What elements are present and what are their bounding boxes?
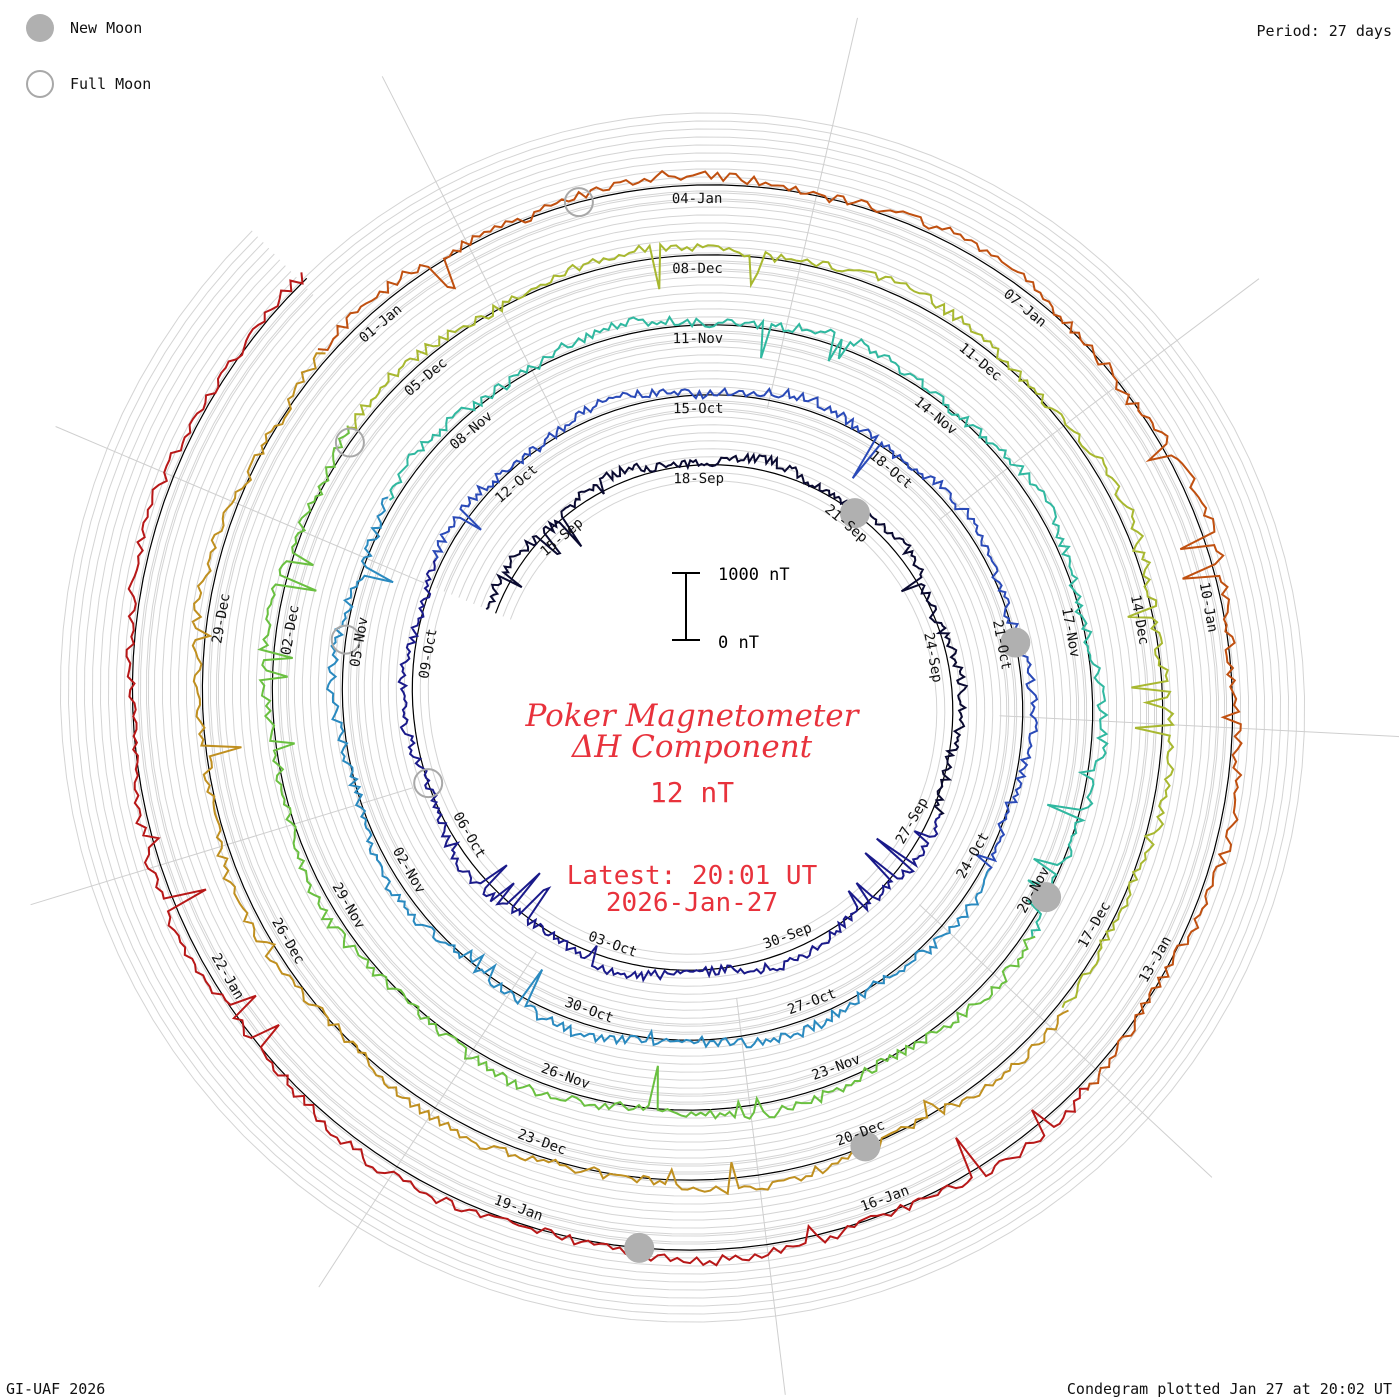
new-moon-marker (624, 1232, 655, 1263)
latest-time: Latest: 20:01 UT (567, 861, 818, 891)
moon-markers (330, 187, 1062, 1263)
day-ray (736, 997, 786, 1395)
day-ray (939, 278, 1260, 520)
credit-label: GI-UAF 2026 (6, 1380, 106, 1398)
date-label: 07-Jan (1000, 286, 1049, 331)
date-label: 01-Jan (356, 302, 405, 347)
date-label: 08-Dec (672, 261, 723, 277)
date-label: 17-Dec (1075, 899, 1114, 951)
date-label: 12-Oct (492, 462, 541, 507)
grid-spiral (99, 152, 1266, 1283)
legend-new-moon-label: New Moon (70, 19, 143, 37)
trace-segment (397, 558, 941, 983)
full-moon-marker (334, 427, 365, 458)
day-ray (381, 76, 565, 433)
new-moon-marker (1000, 627, 1031, 658)
trace-segment (326, 496, 990, 1049)
full-moon-marker (563, 187, 594, 218)
grid-spiral (139, 192, 1226, 1243)
grid-spiral (83, 136, 1282, 1299)
zero-baseline (131, 184, 1234, 1251)
full-moon-marker (330, 624, 361, 655)
grid-spiral (75, 128, 1290, 1307)
date-label: 24-Sep (920, 631, 945, 684)
day-ray (999, 715, 1400, 738)
scale-bar-top-label: 1000 nT (718, 565, 790, 585)
day-ray (55, 426, 424, 584)
title-line1: Poker Magnetometer (525, 698, 861, 734)
trace-segment (257, 425, 1036, 1120)
grid-spiral (107, 160, 1258, 1275)
new-moon-marker (1031, 882, 1062, 913)
date-label: 30-Sep (761, 920, 814, 953)
magnetometer-trace (125, 169, 1243, 1267)
day-rays (30, 17, 1400, 1395)
grid-spiral (91, 144, 1274, 1291)
latest-date: 2026-Jan-27 (606, 888, 778, 918)
date-label: 26-Dec (268, 915, 307, 967)
trace-segment (125, 272, 1089, 1267)
legend-full-moon: Full Moon (26, 68, 151, 100)
legend-new-moon: New Moon (26, 12, 142, 44)
day-ray (767, 17, 858, 408)
date-label: 27-Oct (785, 986, 838, 1019)
date-label: 18-Sep (673, 471, 724, 487)
date-label: 27-Sep (893, 795, 932, 847)
scale-bar-bottom-label: 0 nT (718, 633, 759, 653)
date-label: 18-Oct (866, 448, 915, 493)
grid-spiral (67, 120, 1298, 1315)
center-title: Poker Magnetometer ΔH Component 12 nT La… (525, 698, 861, 918)
period-label: Period: 27 days (1256, 22, 1392, 40)
plotted-timestamp: Condegram plotted Jan 27 at 20:02 UT (1066, 1380, 1392, 1398)
full-moon-marker (413, 768, 444, 799)
title-line2: ΔH Component (571, 729, 813, 765)
new-moon-marker (850, 1131, 881, 1162)
day-ray (919, 904, 1213, 1178)
grid-spiral (115, 168, 1250, 1267)
date-label: 11-Nov (673, 331, 724, 347)
date-label: 11-Dec (956, 340, 1005, 385)
trace-segment (485, 451, 969, 816)
trace-segment (431, 387, 1039, 872)
day-ray (318, 951, 538, 1288)
date-label: 10-Jan (1196, 581, 1221, 634)
date-label: 23-Nov (810, 1051, 863, 1084)
grid-spiral (147, 200, 1218, 1235)
date-label: 15-Oct (673, 401, 724, 417)
trace-segment (347, 242, 1175, 1009)
date-label: 16-Jan (858, 1183, 911, 1216)
trace-segment (388, 315, 1109, 937)
date-label: 04-Jan (672, 191, 723, 207)
legend-full-moon-label: Full Moon (70, 75, 152, 93)
date-label: 09-Oct (416, 628, 440, 681)
baseline-spiral (131, 184, 1234, 1251)
current-value: 12 nT (650, 776, 734, 809)
grid-spiral (59, 112, 1306, 1323)
new-moon-marker (839, 498, 870, 529)
date-label: 05-Dec (402, 355, 451, 400)
date-label: 14-Nov (911, 394, 960, 439)
trace-segment (317, 169, 1243, 1091)
scale-bar: 1000 nT 0 nT (672, 565, 790, 653)
full-moon-icon (26, 70, 54, 98)
new-moon-icon (26, 14, 54, 42)
date-label: 15-Sep (538, 515, 587, 560)
